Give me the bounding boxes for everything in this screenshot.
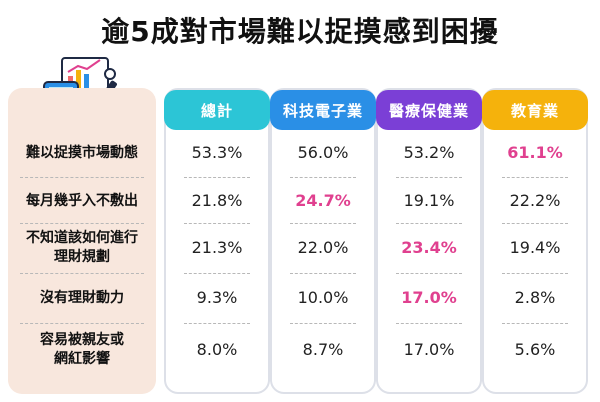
table-cell: 8.0%	[196, 340, 238, 359]
row-divider	[20, 223, 144, 224]
table-cell: 10.0%	[297, 288, 349, 307]
row-label-line: 難以捉摸市場動態	[26, 144, 138, 161]
row-divider	[184, 177, 250, 178]
column-header: 科技電子業	[270, 90, 376, 130]
column-header: 醫療保健業	[376, 90, 482, 130]
row-divider	[396, 223, 462, 224]
table-cell: 53.3%	[191, 143, 243, 162]
row-divider	[184, 323, 250, 324]
row-divider	[290, 177, 356, 178]
table-cell: 17.0%	[401, 288, 457, 307]
row-divider	[20, 323, 144, 324]
table-cell: 19.1%	[403, 191, 455, 210]
row-divider	[396, 273, 462, 274]
row-divider	[184, 223, 250, 224]
page-title: 逾5成對市場難以捉摸感到困擾	[101, 15, 499, 48]
row-divider	[184, 273, 250, 274]
table-cell: 61.1%	[507, 143, 563, 162]
row-divider	[502, 273, 568, 274]
row-divider	[290, 223, 356, 224]
row-divider	[396, 323, 462, 324]
table-cell: 53.2%	[403, 143, 455, 162]
table-cell: 2.8%	[514, 288, 556, 307]
row-divider	[502, 323, 568, 324]
row-label-panel	[8, 88, 156, 394]
row-label: 難以捉摸市場動態	[8, 144, 156, 163]
row-label-line: 理財規劃	[54, 249, 110, 265]
row-divider	[396, 177, 462, 178]
row-divider	[20, 177, 144, 178]
column-card	[164, 88, 270, 394]
row-label: 沒有理財動力	[8, 289, 156, 308]
row-label-line: 每月幾乎入不敷出	[26, 192, 138, 209]
row-divider	[502, 177, 568, 178]
column-header: 教育業	[482, 90, 588, 130]
row-divider	[290, 273, 356, 274]
table-cell: 22.2%	[509, 191, 561, 210]
row-label-line: 沒有理財動力	[40, 289, 124, 306]
table-cell: 8.7%	[302, 340, 344, 359]
row-divider	[502, 223, 568, 224]
column-card	[270, 88, 376, 394]
row-label-line: 不知道該如何進行	[26, 230, 138, 246]
row-label: 容易被親友或 網紅影響	[8, 331, 156, 369]
table-cell: 9.3%	[196, 288, 238, 307]
column-header: 總計	[164, 90, 270, 130]
column-card	[376, 88, 482, 394]
table-cell: 17.0%	[403, 340, 455, 359]
row-divider	[20, 273, 144, 274]
row-label: 每月幾乎入不敷出	[8, 192, 156, 211]
table-cell: 21.3%	[191, 238, 243, 257]
row-divider	[290, 323, 356, 324]
column-card	[482, 88, 588, 394]
table-cell: 56.0%	[297, 143, 349, 162]
table-cell: 5.6%	[514, 340, 556, 359]
table-cell: 22.0%	[297, 238, 349, 257]
row-label-line: 網紅影響	[54, 351, 110, 367]
table-cell: 19.4%	[509, 238, 561, 257]
row-label: 不知道該如何進行 理財規劃	[8, 229, 156, 267]
table-cell: 24.7%	[295, 191, 351, 210]
row-label-line: 容易被親友或	[40, 332, 124, 348]
table-cell: 23.4%	[401, 238, 457, 257]
table-cell: 21.8%	[191, 191, 243, 210]
